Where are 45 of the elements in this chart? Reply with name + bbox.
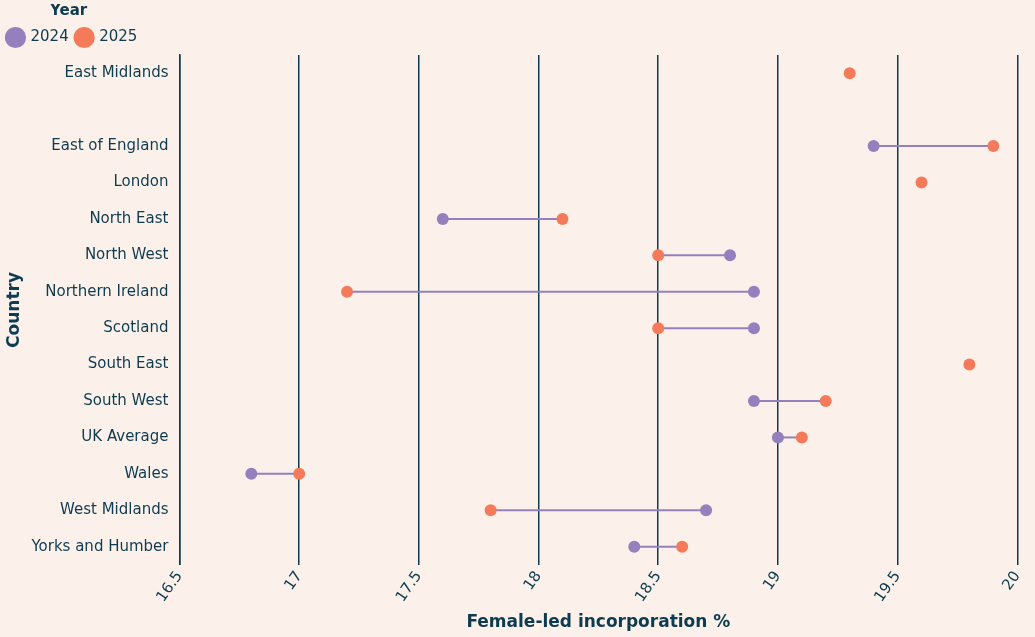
point (747, 285, 760, 298)
point (747, 395, 760, 408)
y-tick-label: Northern Ireland (45, 281, 169, 300)
x-axis-title: Female-led incorporation % (466, 611, 731, 632)
point (652, 322, 665, 335)
y-tick-label: Yorks and Humber (30, 536, 170, 555)
point (747, 322, 760, 335)
point (436, 212, 449, 225)
legend-label: 2025 (99, 27, 138, 46)
point (843, 67, 856, 80)
y-tick-label: North West (84, 245, 169, 264)
point (987, 140, 1000, 153)
y-tick-label: UK Average (81, 427, 169, 446)
point (795, 431, 808, 444)
y-tick-label: Wales (124, 463, 169, 482)
point (341, 285, 354, 298)
point (245, 467, 258, 480)
point (915, 176, 928, 189)
point (771, 431, 784, 444)
y-tick-label: North East (89, 208, 169, 227)
x-tick-label: 20 (998, 567, 1024, 594)
x-tick-label: 19 (758, 567, 785, 594)
point (963, 358, 976, 371)
point (676, 540, 689, 553)
y-axis-title: Country (2, 271, 23, 348)
legend-title: Year (49, 1, 88, 20)
point (652, 249, 665, 262)
y-tick-label: South East (87, 354, 169, 373)
point (484, 504, 497, 517)
point (867, 140, 880, 153)
y-tick-label: East Midlands (64, 63, 169, 82)
y-tick-label: West Midlands (60, 500, 169, 519)
point (293, 467, 306, 480)
y-tick-label: London (113, 172, 169, 191)
y-tick-label: South West (83, 390, 169, 409)
point (700, 504, 713, 517)
point (819, 395, 832, 408)
y-tick-label: Scotland (103, 318, 169, 337)
x-tick-label: 18 (519, 567, 545, 594)
legend-label: 2024 (30, 27, 69, 46)
point (628, 540, 641, 553)
x-tick-label: 17 (279, 567, 306, 594)
point (556, 212, 569, 225)
y-tick-label: East of England (51, 135, 169, 154)
point (724, 249, 737, 262)
